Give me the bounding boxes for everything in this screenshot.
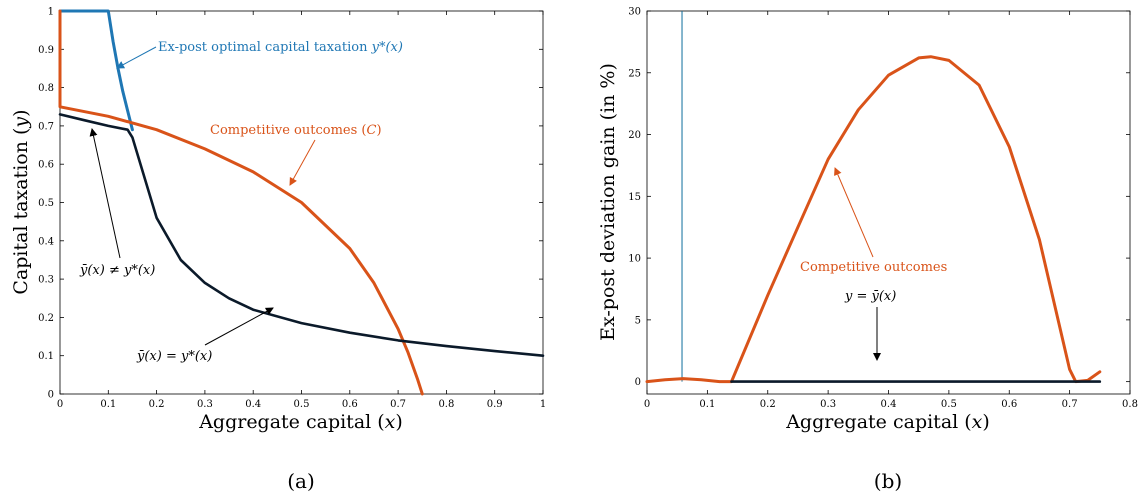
- ytick-label: 0: [635, 377, 641, 388]
- ticks-a: 0 0.1 0.2 0.3 0.4 0.5 0.6 0.7 0.8 0.9 1 0 0.1 0.2 0.3 0…: [38, 7, 546, 411]
- xtick-label: 0: [644, 399, 650, 410]
- series-ex-post-optimal: [58, 9, 134, 132]
- xlabel-a: Aggregate capital (x): [198, 411, 403, 433]
- xtick-label: 0.2: [760, 399, 776, 410]
- arrow-ex-post-optimal: [116, 46, 157, 69]
- ytick-label: 15: [628, 192, 641, 203]
- ytick-label: 0.9: [38, 45, 54, 56]
- ytick-label: 0.5: [38, 198, 54, 209]
- lines-b: [645, 11, 1102, 384]
- ytick-label: 0.2: [38, 313, 54, 324]
- xlabel-b: Aggregate capital (x): [785, 411, 990, 433]
- xtick-label: 0.3: [820, 399, 836, 410]
- lines-a: [58, 9, 545, 396]
- ytick-label: 0: [48, 390, 54, 401]
- xtick-label: 0.8: [438, 399, 454, 410]
- arrow-competitive-b: [834, 167, 874, 258]
- ytick-label: 1: [48, 7, 54, 18]
- xtick-label: 0.4: [245, 399, 261, 410]
- ytick-label: 5: [635, 315, 641, 326]
- ytick-label: 0.8: [38, 83, 54, 94]
- annotation-competitive-a: Competitive outcomes (C): [210, 123, 382, 138]
- xtick-label: 0.6: [1001, 399, 1017, 410]
- xtick-label: 0.5: [941, 399, 957, 410]
- xtick-label: 0.2: [149, 399, 165, 410]
- ylabel-b: Ex-post deviation gain (in %): [597, 63, 619, 341]
- ticks-b: 0 0.1 0.2 0.3 0.4 0.5 0.6 0.7 0.8 0 5 10 15 20 25 30: [628, 7, 1138, 411]
- series-competitive: [58, 9, 424, 396]
- arrow-ybar-eq: [204, 307, 274, 346]
- series-ybar: [58, 113, 545, 358]
- caption-a: (a): [287, 469, 315, 493]
- ytick-label: 0.7: [38, 121, 54, 132]
- arrow-competitive-a: [289, 139, 316, 186]
- xtick-label: 0.1: [100, 399, 116, 410]
- xtick-label: 0.8: [1122, 399, 1138, 410]
- series-competitive-gain: [645, 55, 1102, 384]
- annotation-competitive-b: Competitive outcomes: [800, 260, 947, 275]
- xtick-label: 0.7: [390, 399, 406, 410]
- ytick-label: 0.3: [38, 275, 54, 286]
- ytick-label: 25: [628, 68, 641, 79]
- xtick-label: 0.6: [342, 399, 358, 410]
- annotation-ybar-neq: ȳ(x) ≠ y*(x): [79, 263, 155, 278]
- panel-b: 0 0.1 0.2 0.3 0.4 0.5 0.6 0.7 0.8 0 5 10 15 20 25 30 Ag…: [597, 7, 1138, 494]
- annotation-ybar-b: y = ȳ(x): [844, 289, 896, 304]
- xtick-label: 0.1: [699, 399, 715, 410]
- annotation-ex-post-optimal: Ex-post optimal capital taxation y*(x): [158, 40, 403, 55]
- caption-b: (b): [874, 469, 902, 493]
- plot-frame-b: [646, 10, 1131, 395]
- arrow-ybar-neq: [89, 128, 121, 259]
- xtick-label: 0: [57, 399, 63, 410]
- annotation-ybar-eq: ȳ(x) = y*(x): [136, 349, 212, 364]
- xtick-label: 0.9: [487, 399, 503, 410]
- ytick-label: 30: [628, 7, 641, 18]
- xtick-label: 0.5: [294, 399, 310, 410]
- xtick-label: 0.7: [1062, 399, 1078, 410]
- ytick-label: 10: [628, 254, 641, 265]
- ytick-label: 0.6: [38, 160, 54, 171]
- ytick-label: 0.1: [38, 351, 54, 362]
- panel-a: 0 0.1 0.2 0.3 0.4 0.5 0.6 0.7 0.8 0.9 1 0 0.1 0.2 0.3 0…: [10, 7, 546, 494]
- ytick-label: 20: [628, 130, 641, 141]
- ylabel-a: Capital taxation (y): [10, 109, 32, 294]
- xtick-label: 0.3: [197, 399, 213, 410]
- xtick-label: 1: [540, 399, 546, 410]
- xtick-label: 0.4: [881, 399, 897, 410]
- ytick-label: 0.4: [38, 236, 54, 247]
